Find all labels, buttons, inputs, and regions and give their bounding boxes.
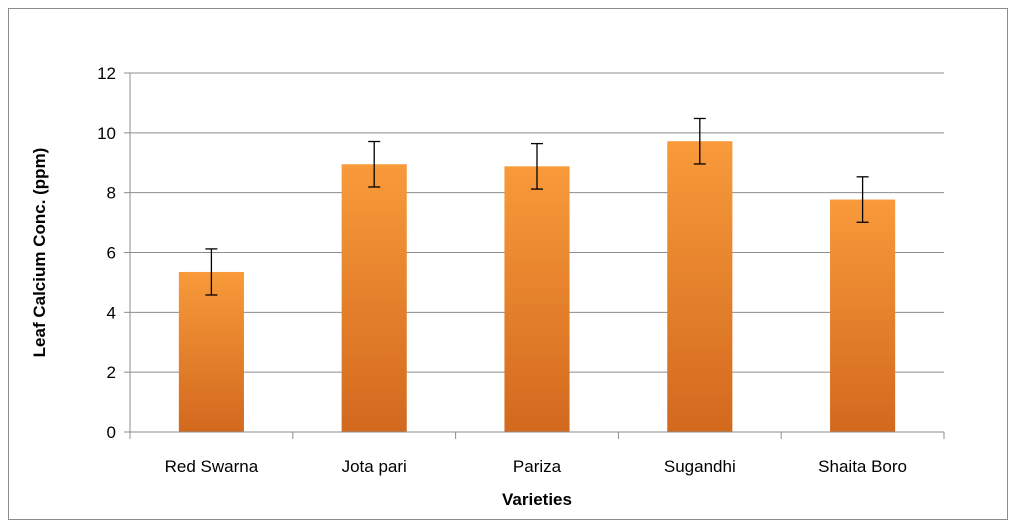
error-bar	[856, 176, 869, 223]
y-axis-title: Leaf Calcium Conc. (ppm)	[30, 148, 49, 358]
x-tick-label: Red Swarna	[165, 457, 259, 476]
y-tick-label: 12	[97, 64, 116, 83]
error-bar	[205, 248, 218, 296]
error-bar	[531, 142, 543, 190]
bar	[504, 166, 570, 432]
x-tick-label: Shaita Boro	[818, 457, 907, 476]
bar	[178, 271, 244, 432]
bar	[667, 141, 733, 432]
bar	[341, 164, 407, 432]
x-tick-label: Pariza	[513, 457, 562, 476]
tick-labels: 0 2 4 6 8 10 12 Red Swarna Jota pari Pariza Sugand…	[97, 64, 907, 476]
y-tick-label: 8	[107, 184, 116, 203]
y-tick-label: 0	[107, 423, 116, 442]
y-tick-label: 10	[97, 124, 116, 143]
y-tick-label: 4	[107, 303, 116, 322]
y-tick-label: 6	[107, 244, 116, 263]
x-tick-label: Sugandhi	[664, 457, 736, 476]
gridlines	[130, 72, 944, 373]
y-tick-label: 2	[107, 363, 116, 382]
bar	[830, 199, 896, 432]
bars	[178, 117, 896, 432]
error-bar	[368, 140, 381, 188]
x-axis-title: Varieties	[502, 490, 572, 509]
axes	[124, 72, 945, 439]
error-bar	[693, 117, 706, 165]
x-tick-label: Jota pari	[342, 457, 407, 476]
